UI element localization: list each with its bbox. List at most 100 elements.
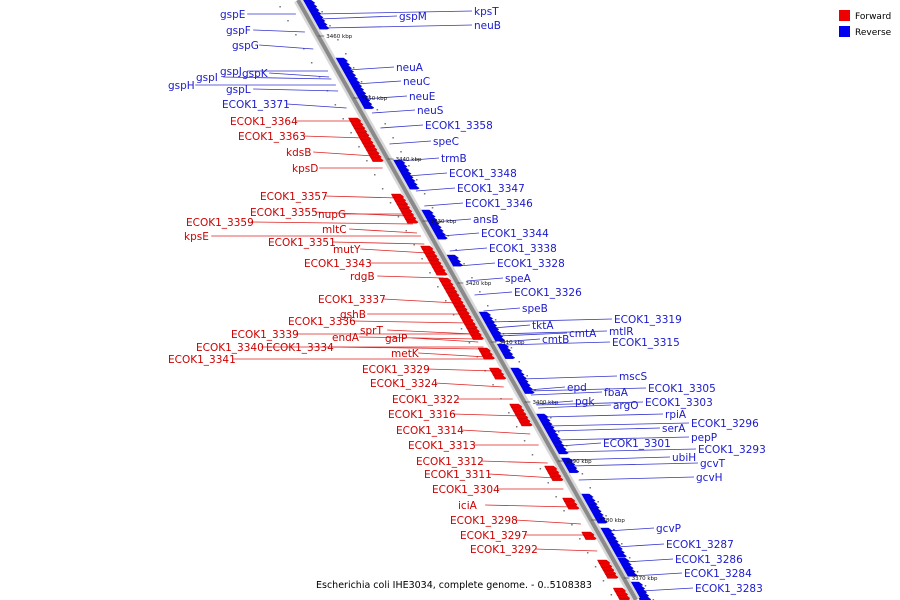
right-gene-label: neuC (403, 76, 430, 88)
forward-gene-arrow (462, 321, 477, 326)
right-gene-label: ECOK1_3296 (691, 418, 759, 430)
left-label-leader (412, 337, 479, 343)
right-gene-label: tktA (532, 320, 554, 332)
forward-gene-arrow (446, 292, 461, 297)
right-label-leader (616, 543, 665, 548)
forward-gene-arrow (466, 328, 481, 333)
forward-gene-arrow (599, 563, 613, 568)
feature-dot (400, 151, 402, 153)
left-gene-label: ECOK1_3292 (470, 544, 538, 556)
right-gene-label: ECOK1_3284 (684, 568, 752, 580)
feature-dot (636, 571, 639, 573)
left-gene-label: ECOK1_3324 (370, 378, 438, 390)
right-label-leader (624, 558, 674, 563)
forward-gene-arrow (428, 260, 443, 265)
right-label-leader (562, 448, 697, 453)
left-label-leader (223, 76, 332, 80)
feature-dot (444, 300, 447, 302)
right-label-leader (389, 140, 432, 145)
forward-gene-arrow (479, 351, 494, 356)
left-label-leader (387, 329, 474, 335)
forward-gene-arrow (444, 288, 459, 293)
left-gene-label: ECOK1_3343 (304, 258, 372, 270)
right-gene-label: ECOK1_3358 (425, 120, 493, 132)
feature-dot (310, 62, 313, 64)
right-gene-label: ECOK1_3328 (497, 258, 565, 270)
left-label-leader (330, 346, 484, 350)
right-gene-label: ECOK1_3344 (481, 228, 549, 240)
right-gene-label: speA (505, 273, 532, 285)
right-label-leader (316, 10, 473, 15)
right-label-leader (347, 66, 395, 71)
right-gene-label: ECOK1_3303 (645, 397, 713, 409)
forward-gene-arrow (546, 469, 560, 474)
right-gene-label: ECOK1_3293 (698, 444, 766, 456)
feature-dot (334, 104, 337, 106)
feature-dot (455, 249, 457, 251)
right-gene-label: gspM (399, 11, 427, 23)
left-label-leader (250, 221, 414, 225)
forward-gene-arrow (362, 142, 377, 148)
left-label-leader (352, 320, 469, 324)
feature-dot (557, 431, 560, 433)
forward-gene-arrow (397, 204, 411, 210)
forward-gene-arrow (550, 476, 564, 481)
feature-dot (523, 440, 526, 442)
right-gene-label: mtlR (609, 326, 634, 338)
left-gene-label: iciA (458, 500, 478, 512)
right-label-leader (527, 386, 566, 391)
feature-dot (518, 361, 521, 363)
forward-gene-arrow (448, 295, 463, 301)
left-gene-label: gspJ (220, 66, 242, 78)
kbp-tick-label: 3460 kbp (326, 34, 352, 40)
right-label-leader (483, 307, 521, 312)
feature-dot (597, 501, 599, 503)
legend-reverse-label: Reverse (855, 28, 892, 38)
right-label-leader (502, 341, 611, 346)
forward-gene-arrow (442, 285, 457, 290)
forward-gene-arrow (438, 277, 452, 283)
right-gene-label: ECOK1_3301 (603, 438, 671, 450)
left-label-leader (460, 429, 531, 435)
right-label-leader (632, 572, 683, 577)
left-gene-label: ECOK1_3311 (424, 469, 492, 481)
kbp-tick-label: 3450 kbp (361, 96, 387, 102)
left-gene-label: ECOK1_3297 (460, 530, 528, 542)
right-label-leader (489, 318, 613, 323)
feature-dot (486, 305, 489, 307)
forward-gene-arrow (614, 591, 629, 596)
left-label-leader (253, 29, 305, 33)
forward-gene-arrow (517, 418, 532, 423)
left-gene-label: gspI (196, 72, 218, 84)
forward-gene-arrow (581, 531, 596, 537)
feature-dot (397, 216, 400, 218)
feature-dot (389, 202, 392, 204)
feature-dot (579, 538, 581, 540)
feature-dot (508, 412, 510, 414)
left-label-leader (253, 88, 339, 92)
left-label-leader (426, 368, 496, 372)
feature-dot (431, 207, 434, 209)
feature-dot (360, 81, 363, 83)
left-label-leader (360, 248, 429, 254)
feature-dot (279, 6, 281, 8)
right-gene-label: argO (613, 400, 639, 412)
feature-dot (510, 347, 513, 349)
feature-dot (563, 510, 565, 512)
right-label-leader (496, 330, 608, 335)
right-label-leader (559, 442, 602, 447)
right-label-leader (536, 401, 644, 406)
right-label-leader (458, 262, 496, 267)
kbp-tick-label: 3390 kbp (566, 459, 592, 465)
forward-gene-arrow (612, 587, 627, 593)
right-gene-label: mscS (619, 371, 647, 383)
left-gene-label: ECOK1_3322 (392, 394, 460, 406)
left-gene-label: ECOK1_3316 (388, 409, 456, 421)
forward-gene-arrow (350, 121, 364, 126)
feature-dot (342, 118, 344, 120)
feature-dot (376, 109, 379, 111)
right-gene-label: ECOK1_3338 (489, 243, 557, 255)
right-gene-label: gcvP (656, 523, 681, 535)
left-gene-label: kpsE (184, 231, 209, 243)
